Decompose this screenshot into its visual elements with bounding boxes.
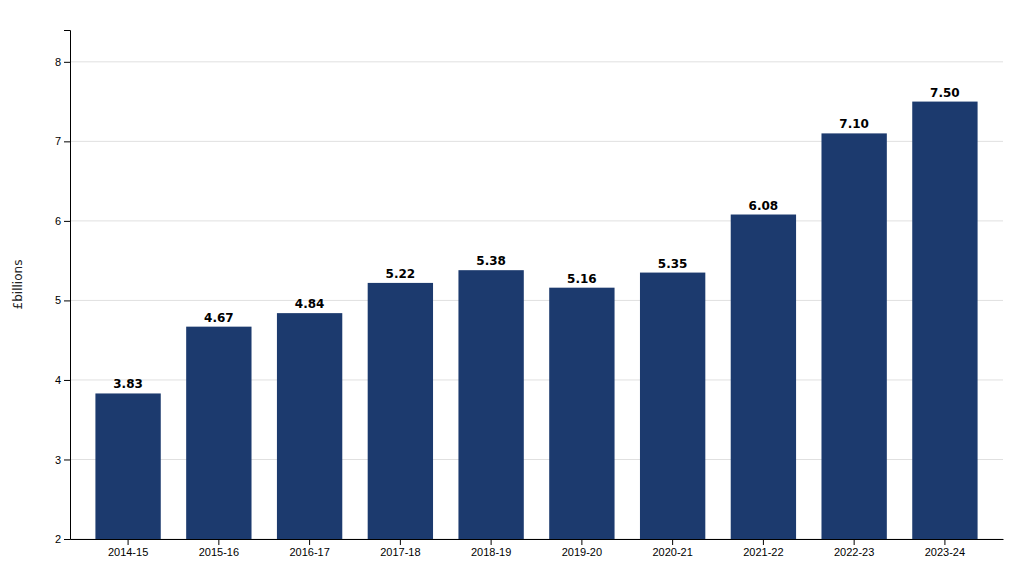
x-tick: 2021-22: [743, 539, 783, 558]
x-tick-label: 2019-20: [562, 546, 602, 558]
x-tick: 2020-21: [652, 539, 692, 558]
y-tick-mark: [64, 300, 70, 301]
x-axis: 2014-15 2015-16 2016-17 2017-18 2018-19 2019-…: [71, 539, 1004, 558]
bar: [912, 102, 977, 539]
y-tick: 4: [55, 374, 70, 386]
bar: [821, 133, 886, 539]
bar: [368, 283, 433, 539]
data-label: 5.38: [476, 254, 506, 268]
y-tick-label: 2: [55, 533, 61, 545]
bar: [549, 288, 614, 539]
y-tick: 6: [55, 215, 70, 227]
x-tick: 2023-24: [925, 539, 965, 558]
y-tick-label: 7: [55, 135, 61, 147]
grid: [70, 62, 1003, 539]
x-tick-label: 2015-16: [199, 546, 239, 558]
x-tick: 2016-17: [289, 539, 329, 558]
data-label: 5.22: [386, 267, 416, 281]
data-labels: 3.83 4.67 4.84 5.22 5.38 5.16 5.35 6.08 7.10 7.50: [113, 86, 959, 392]
x-tick-mark: [218, 539, 219, 545]
x-tick-mark: [491, 539, 492, 545]
y-tick-label: 5: [55, 294, 61, 306]
y-tick: 8: [55, 56, 70, 68]
grid-line: [70, 61, 1003, 62]
x-tick-mark: [944, 539, 945, 545]
bar: [95, 393, 160, 539]
y-tick: 5: [55, 294, 70, 306]
x-axis-line: [71, 539, 1004, 540]
data-label: 7.10: [839, 117, 869, 131]
chart: 3.83 4.67 4.84 5.22 5.38 5.16 5.35 6.08 7.10 7.50…: [0, 0, 1023, 579]
x-tick: 2018-19: [471, 539, 511, 558]
x-tick: 2019-20: [562, 539, 602, 558]
bar: [186, 327, 251, 539]
x-tick-mark: [400, 539, 401, 545]
y-tick-mark: [64, 221, 70, 222]
data-label: 5.16: [567, 272, 597, 286]
y-tick-mark: [64, 380, 70, 381]
x-tick-mark: [309, 539, 310, 545]
x-tick: 2015-16: [199, 539, 239, 558]
x-tick: 2022-23: [834, 539, 874, 558]
x-tick-label: 2022-23: [834, 546, 874, 558]
x-tick-label: 2018-19: [471, 546, 511, 558]
x-tick-mark: [672, 539, 673, 545]
y-tick-label: 6: [55, 215, 61, 227]
bar: [277, 313, 342, 539]
x-tick-label: 2016-17: [289, 546, 329, 558]
data-label: 7.50: [930, 86, 960, 100]
x-tick-label: 2023-24: [925, 546, 965, 558]
y-tick-mark: [64, 539, 70, 540]
x-tick-mark: [854, 539, 855, 545]
x-tick-mark: [763, 539, 764, 545]
x-tick-label: 2017-18: [380, 546, 420, 558]
y-tick: 2: [55, 533, 70, 545]
y-tick-mark: [64, 62, 70, 63]
data-label: 5.35: [658, 257, 688, 271]
x-tick: 2017-18: [380, 539, 420, 558]
y-tick-label: 4: [55, 374, 61, 386]
y-tick-label: 8: [55, 56, 61, 68]
bar: [640, 273, 705, 539]
bar: [458, 270, 523, 539]
x-tick-mark: [581, 539, 582, 545]
data-label: 3.83: [113, 377, 143, 391]
x-tick-label: 2014-15: [108, 546, 148, 558]
data-label: 6.08: [749, 199, 779, 213]
x-tick-label: 2020-21: [652, 546, 692, 558]
y-axis-line: [64, 31, 71, 540]
y-tick: 7: [55, 135, 70, 147]
y-axis-title: £billions: [11, 260, 25, 310]
y-tick-label: 3: [55, 453, 61, 465]
y-tick-mark: [64, 141, 70, 142]
bars: [95, 102, 977, 539]
y-tick: 3: [55, 453, 70, 465]
x-tick: 2014-15: [108, 539, 148, 558]
y-tick-mark: [64, 459, 70, 460]
plot: 3.83 4.67 4.84 5.22 5.38 5.16 5.35 6.08 7.10 7.50…: [11, 31, 1004, 558]
y-axis: 2 3 4 5 6 7 8: [55, 31, 71, 546]
data-label: 4.67: [204, 311, 234, 325]
x-tick-mark: [128, 539, 129, 545]
x-tick-label: 2021-22: [743, 546, 783, 558]
bar: [731, 215, 796, 539]
data-label: 4.84: [295, 297, 325, 311]
